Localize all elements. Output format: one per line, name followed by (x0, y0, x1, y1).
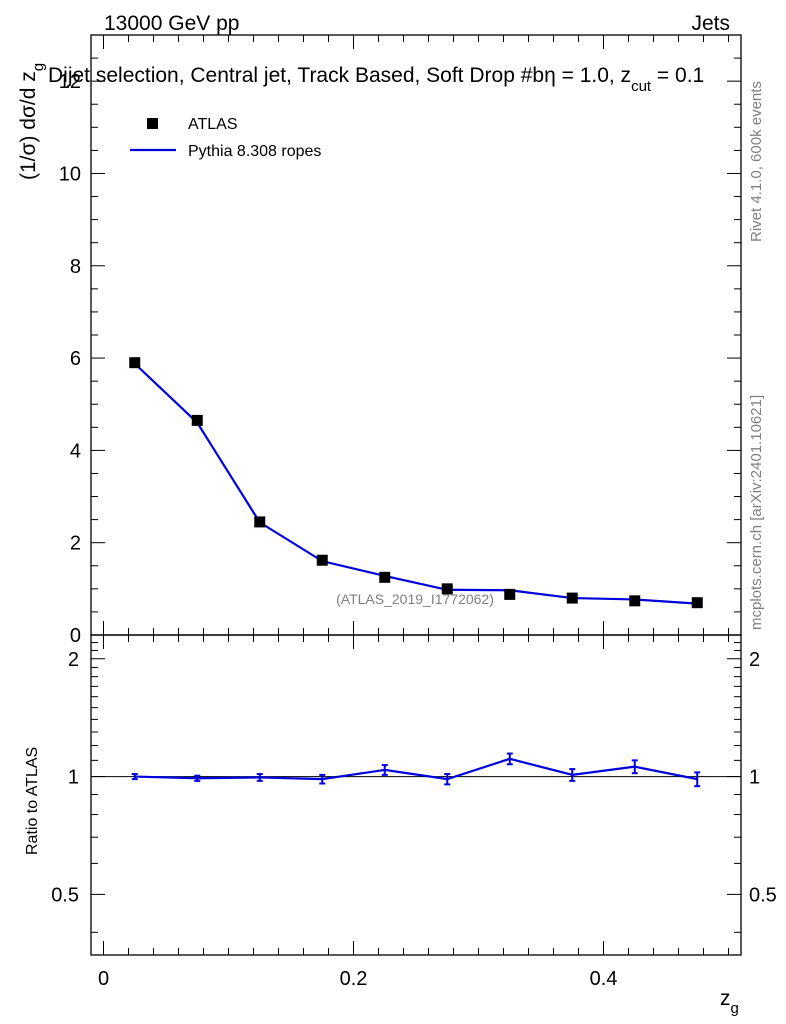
main-y-tick-label: 10 (59, 163, 81, 185)
main-y-tick-label: 8 (70, 256, 81, 278)
x-label-sub: g (731, 1000, 739, 1017)
x-tick-label: 0 (98, 968, 109, 990)
mc-line (133, 362, 698, 605)
ratio-y-tick-label-right: 0.5 (749, 884, 777, 906)
ratio-line (134, 757, 698, 781)
atlas-data-point (629, 595, 641, 607)
legend-label-mc: Pythia 8.308 ropes (188, 143, 321, 160)
analysis-watermark: (ATLAS_2019_I1772062) (336, 591, 494, 607)
ratio-axes: 0.5 0.5 1 1 2 2 (51, 642, 777, 933)
main-y-tick-label: 4 (70, 440, 81, 462)
ratio-series (131, 752, 701, 788)
rivet-info: Rivet 4.1.0, 600k events (748, 81, 765, 242)
main-y-tick-label: 0 (70, 625, 81, 647)
ratio-y-tick-label-right: 1 (749, 767, 760, 789)
main-y-label-text: (1/σ) dσ/d z (17, 71, 40, 180)
ratio-y-tick-label-left: 0.5 (51, 884, 79, 906)
atlas-data-point (504, 588, 516, 600)
x-tick-label: 0.4 (590, 968, 618, 990)
x-axis-label: zg (720, 987, 739, 1017)
header-right-label: Jets (691, 12, 730, 35)
atlas-data-point (691, 597, 703, 609)
title-eta: η = 1.0, z (544, 64, 631, 87)
mc-series-main (133, 362, 698, 605)
atlas-data-point (129, 357, 141, 369)
atlas-data-point (316, 554, 328, 566)
main-y-axis-label: (1/σ) dσ/d zg (17, 63, 47, 180)
main-y-label-sub: g (30, 63, 47, 71)
title-tail: = 0.1 (651, 64, 704, 87)
title-main: Dijet selection, Central jet, Track Base… (48, 64, 544, 87)
atlas-data-point (191, 414, 203, 426)
ratio-y-axis-label: Ratio to ATLAS (24, 747, 41, 855)
atlas-data-series (129, 357, 703, 609)
main-y-tick-label: 6 (70, 348, 81, 370)
mcplots-info: mcplots.cern.ch [arXiv:2401.10621] (748, 395, 765, 630)
x-axis: 0 0.2 0.4 (98, 35, 729, 990)
ratio-panel-frame (90, 634, 742, 956)
atlas-data-point (379, 571, 391, 583)
atlas-data-point (254, 516, 266, 528)
main-y-tick-label: 12 (59, 71, 81, 93)
atlas-data-point (441, 583, 453, 595)
ratio-y-tick-label-left: 2 (68, 649, 79, 671)
x-tick-label: 0.2 (340, 968, 368, 990)
legend-label-atlas: ATLAS (188, 116, 238, 133)
ratio-y-tick-label-right: 2 (749, 649, 760, 671)
legend-marker-atlas (147, 118, 158, 129)
ratio-y-tick-label-left: 1 (68, 767, 79, 789)
atlas-data-point (566, 592, 578, 604)
main-axes: 0 2 4 6 8 10 12 (59, 34, 741, 647)
title-cut-sub: cut (631, 78, 652, 95)
main-y-tick-label: 2 (70, 533, 81, 555)
plot-title: Dijet selection, Central jet, Track Base… (48, 64, 704, 95)
x-label-text: z (720, 987, 731, 1010)
header-left-label: 13000 GeV pp (104, 12, 239, 35)
